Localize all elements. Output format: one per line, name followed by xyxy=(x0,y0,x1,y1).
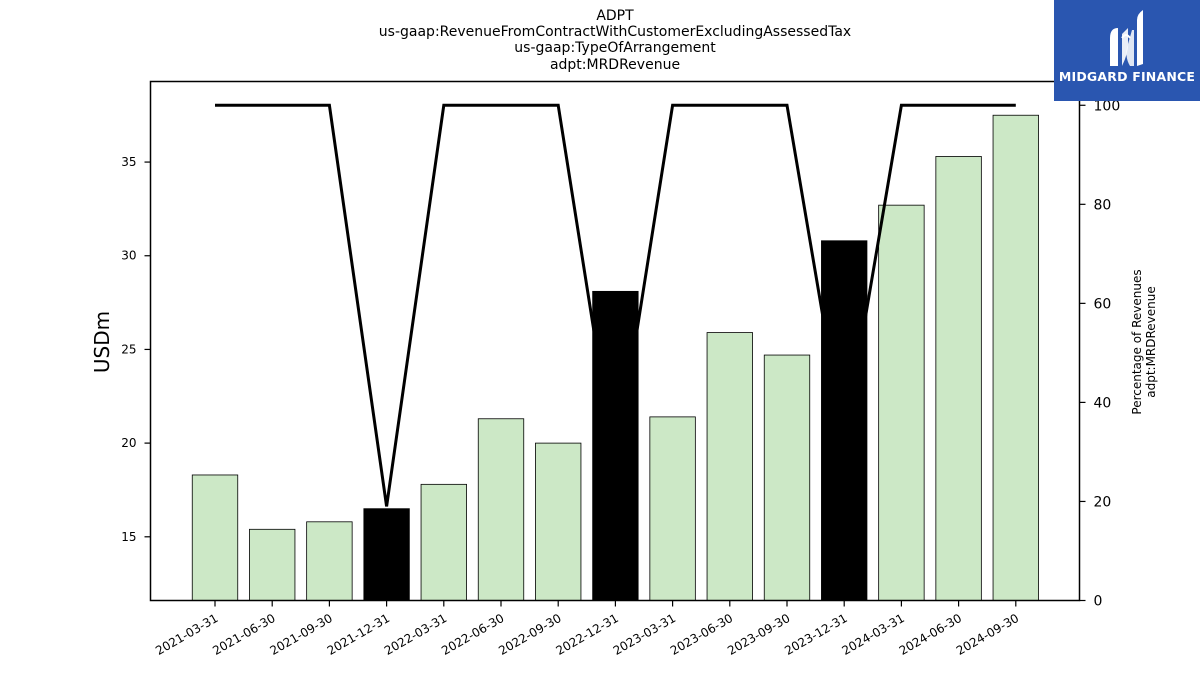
x-tick-label-2021-12-31: 2021-12-31 xyxy=(325,611,392,658)
bar-2023-03-31 xyxy=(649,416,696,601)
y-right-tick-label-80: 80 xyxy=(1094,197,1112,213)
bar-2024-09-30 xyxy=(992,114,1039,601)
percentage-line xyxy=(215,103,1016,507)
y-axis-right-label-line-1: Percentage of Revenues xyxy=(1130,269,1144,414)
x-tick-label-2022-03-31: 2022-03-31 xyxy=(382,611,449,658)
x-tick-label-2022-09-30: 2022-09-30 xyxy=(496,611,563,658)
x-tick-label-2024-03-31: 2024-03-31 xyxy=(839,611,906,658)
bar-2023-06-30 xyxy=(706,332,753,601)
brand-name: MIDGARD FINANCE xyxy=(1058,69,1196,84)
y-right-tick-label-100: 100 xyxy=(1094,98,1121,114)
x-tick-label-2023-09-30: 2023-09-30 xyxy=(725,611,792,658)
x-tick-label-2021-06-30: 2021-06-30 xyxy=(210,611,277,658)
chart-title: ADPT us-gaap:RevenueFromContractWithCust… xyxy=(379,8,851,73)
bar-2022-03-31 xyxy=(420,483,467,601)
chart-title-line-1: ADPT xyxy=(596,8,634,24)
y-right-tick-label-0: 0 xyxy=(1094,594,1103,610)
bar-2022-12-31 xyxy=(592,290,639,601)
bar-2022-06-30 xyxy=(477,418,525,601)
x-tick-label-2023-03-31: 2023-03-31 xyxy=(611,611,678,658)
chart-title-line-4: adpt:MRDRevenue xyxy=(550,57,680,73)
line-series xyxy=(215,103,1016,507)
bar-2022-09-30 xyxy=(535,442,582,601)
bar-2024-06-30 xyxy=(935,156,982,601)
bar-series xyxy=(191,114,1039,601)
x-tick-label-2021-03-31: 2021-03-31 xyxy=(153,611,220,658)
bar-2021-03-31 xyxy=(191,474,239,601)
bar-2024-03-31 xyxy=(878,204,925,601)
left-axis: 15 20 25 30 35 xyxy=(121,155,151,544)
chart-title-line-3: us-gaap:TypeOfArrangement xyxy=(514,40,716,56)
chart-title-line-2: us-gaap:RevenueFromContractWithCustomerE… xyxy=(379,24,851,40)
x-tick-label-2022-06-30: 2022-06-30 xyxy=(439,611,506,658)
bar-2023-09-30 xyxy=(763,354,811,601)
bar-2021-12-31 xyxy=(363,508,410,601)
y-right-tick-label-20: 20 xyxy=(1094,494,1112,510)
y-axis-right-label-line-2: adpt:MRDRevenue xyxy=(1144,286,1158,398)
x-tick-label-2022-12-31: 2022-12-31 xyxy=(553,611,620,658)
midgard-logo-icon xyxy=(1110,10,1143,66)
y-tick-label-30: 30 xyxy=(121,249,136,263)
x-tick-label-2024-09-30: 2024-09-30 xyxy=(954,611,1021,658)
x-axis: 2021-03-312021-06-302021-09-302021-12-31… xyxy=(153,600,1021,658)
bar-2021-09-30 xyxy=(306,521,353,601)
bar-2023-12-31 xyxy=(821,240,868,601)
y-tick-label-20: 20 xyxy=(121,436,136,450)
x-tick-label-2023-12-31: 2023-12-31 xyxy=(782,611,849,658)
y-right-tick-label-40: 40 xyxy=(1094,395,1112,411)
x-tick-label-2021-09-30: 2021-09-30 xyxy=(267,611,334,658)
y-right-tick-label-60: 60 xyxy=(1094,296,1112,312)
brand-logo: MIDGARD FINANCE xyxy=(1054,0,1200,101)
y-tick-label-35: 35 xyxy=(121,155,136,169)
right-axis: 0 20 40 60 80 100 xyxy=(1079,98,1121,610)
y-tick-label-15: 15 xyxy=(121,530,136,544)
x-tick-label-2024-06-30: 2024-06-30 xyxy=(897,611,964,658)
y-axis-label: USDm xyxy=(90,311,114,373)
bar-2021-06-30 xyxy=(249,528,296,601)
y-tick-label-25: 25 xyxy=(121,342,136,356)
x-tick-label-2023-06-30: 2023-06-30 xyxy=(668,611,735,658)
